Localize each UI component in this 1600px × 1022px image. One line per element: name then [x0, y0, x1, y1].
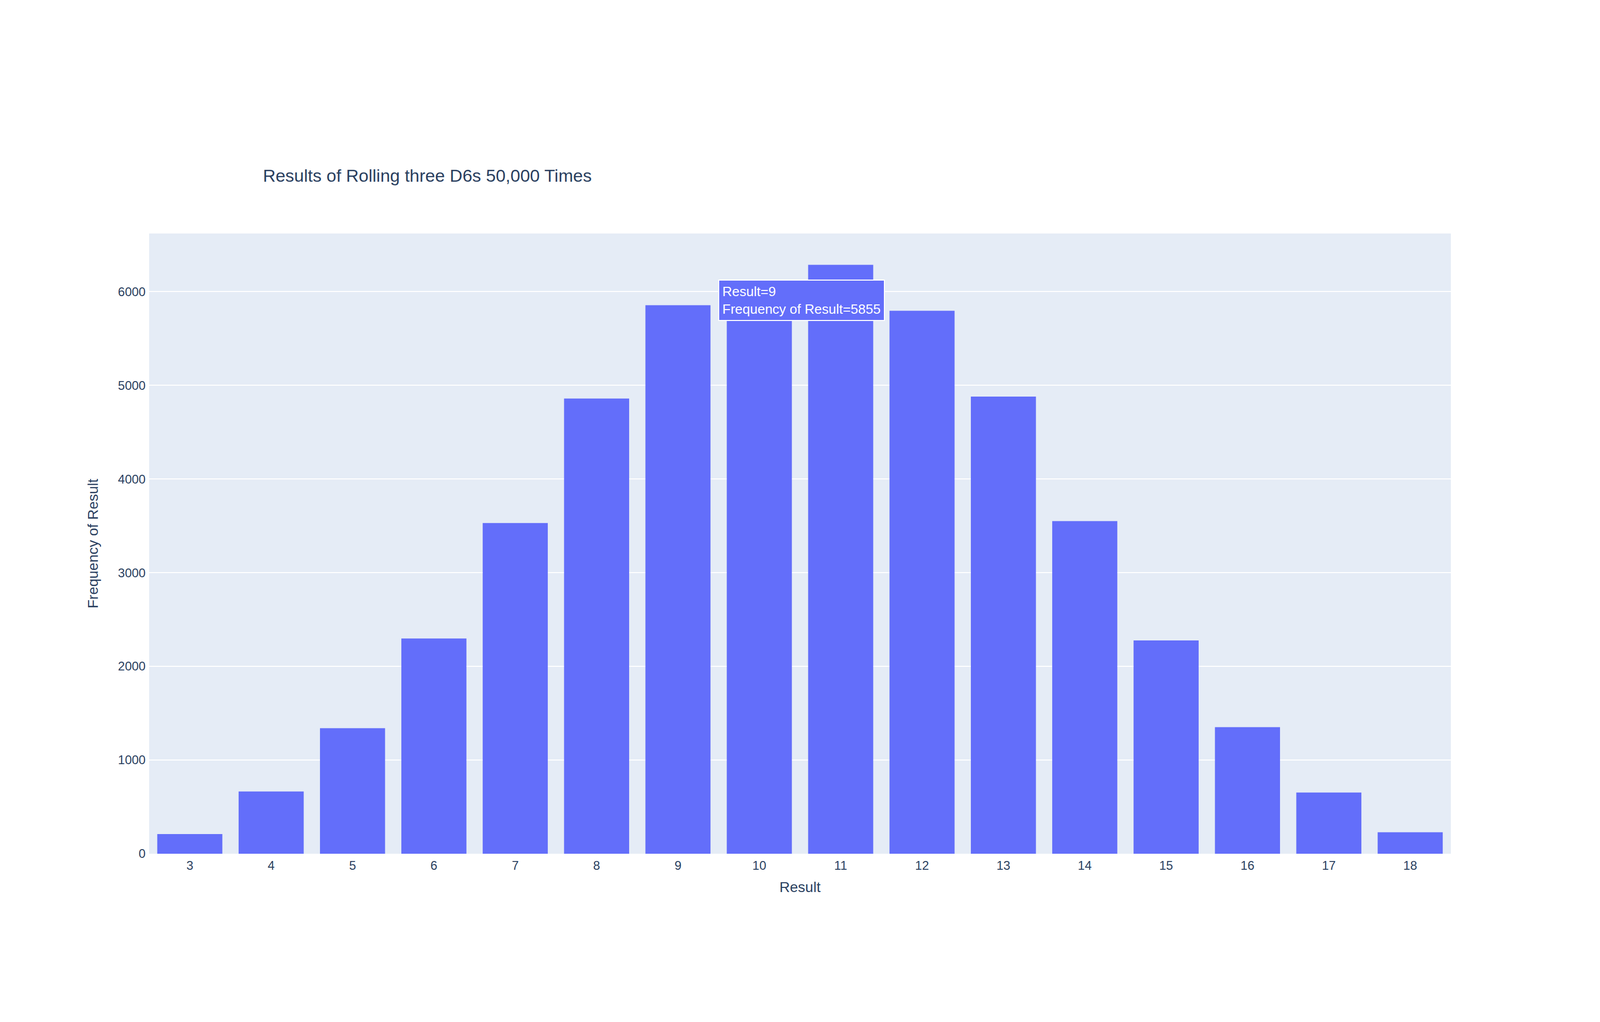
svg-text:6: 6 — [430, 858, 438, 873]
svg-text:7: 7 — [511, 858, 519, 873]
svg-text:6000: 6000 — [118, 284, 146, 299]
svg-text:4: 4 — [267, 858, 275, 873]
svg-text:8: 8 — [593, 858, 601, 873]
svg-text:12: 12 — [914, 858, 929, 873]
svg-text:14: 14 — [1078, 858, 1093, 873]
svg-text:11: 11 — [834, 858, 848, 873]
svg-text:0: 0 — [138, 846, 146, 861]
svg-text:9: 9 — [674, 858, 682, 873]
svg-text:Results of Rolling three D6s 5: Results of Rolling three D6s 50,000 Time… — [263, 165, 592, 186]
svg-text:2000: 2000 — [118, 659, 146, 674]
svg-text:17: 17 — [1321, 858, 1336, 873]
svg-text:5000: 5000 — [118, 378, 146, 393]
svg-text:3: 3 — [186, 858, 194, 873]
svg-text:3000: 3000 — [118, 565, 146, 580]
svg-text:Result: Result — [779, 879, 821, 896]
svg-text:4000: 4000 — [118, 472, 146, 487]
svg-text:15: 15 — [1159, 858, 1174, 873]
svg-text:10: 10 — [752, 858, 767, 873]
svg-text:1000: 1000 — [118, 752, 146, 767]
svg-text:18: 18 — [1403, 858, 1418, 873]
svg-text:Result=9Frequency of Result=58: Result=9Frequency of Result=5855 — [722, 283, 881, 317]
svg-text:5: 5 — [348, 858, 356, 873]
svg-text:13: 13 — [996, 858, 1011, 873]
svg-text:16: 16 — [1240, 858, 1255, 873]
svg-text:Frequency of Result: Frequency of Result — [84, 478, 101, 609]
